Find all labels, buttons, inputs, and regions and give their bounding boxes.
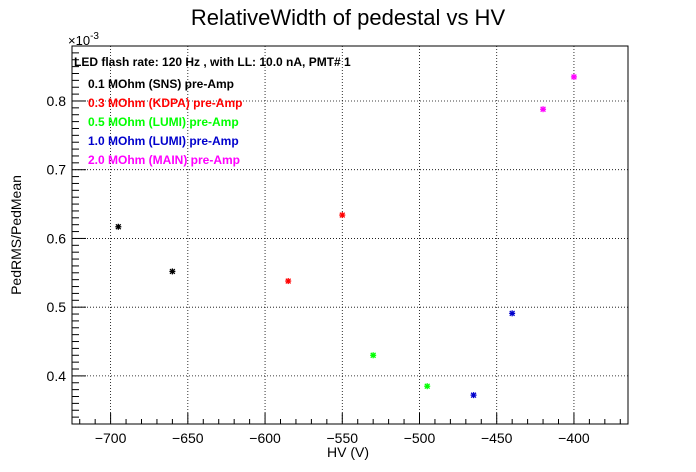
x-tick-label: −500 bbox=[404, 430, 436, 446]
y-tick-label: 0.5 bbox=[47, 299, 67, 315]
plot-frame bbox=[71, 45, 629, 425]
x-tick-label: −550 bbox=[327, 430, 359, 446]
x-tick-label: −650 bbox=[172, 430, 204, 446]
x-tick-label: −600 bbox=[249, 430, 281, 446]
marker-stroke bbox=[115, 223, 122, 230]
x-tick-labels: −700 −650 −600 −550 −500 −450 −400 bbox=[95, 430, 590, 446]
y-axis-label: PedRMS/PedMean bbox=[8, 175, 24, 295]
y-tick-label: 0.7 bbox=[47, 162, 67, 178]
data-point bbox=[470, 392, 477, 399]
chart-title: RelativeWidth of pedestal vs HV bbox=[191, 5, 506, 30]
marker-stroke bbox=[370, 352, 377, 359]
data-point bbox=[424, 383, 431, 390]
data-point bbox=[339, 212, 346, 219]
x-tick-label: −450 bbox=[481, 430, 513, 446]
data-point bbox=[169, 268, 176, 275]
x-tick-label: −400 bbox=[558, 430, 590, 446]
y-exponent-base: ×10 bbox=[68, 33, 90, 48]
data-point bbox=[370, 352, 377, 359]
data-point bbox=[540, 106, 547, 113]
y-tick-label: 0.4 bbox=[47, 368, 67, 384]
x-tick-label: −700 bbox=[95, 430, 127, 446]
data-point bbox=[509, 310, 516, 317]
marker-stroke bbox=[169, 268, 176, 275]
marker-stroke bbox=[339, 212, 346, 218]
marker-stroke bbox=[424, 383, 431, 390]
legend-entry: 1.0 MOhm (LUMI) pre-Amp bbox=[88, 134, 239, 148]
legend-entry: 0.1 MOhm (SNS) pre-Amp bbox=[88, 77, 234, 91]
marker-stroke bbox=[285, 278, 292, 284]
data-point bbox=[115, 223, 122, 230]
legend-header: LED flash rate: 120 Hz , with LL: 10.0 n… bbox=[74, 55, 351, 69]
data-point bbox=[570, 73, 577, 80]
data-points bbox=[115, 73, 577, 399]
y-tick-label: 0.8 bbox=[47, 93, 67, 109]
legend-entry: 0.3 MOhm (KDPA) pre-Amp bbox=[88, 96, 242, 110]
marker-stroke bbox=[540, 106, 546, 113]
y-exponent-power: -3 bbox=[90, 31, 99, 42]
grid bbox=[72, 46, 628, 424]
y-exponent-label: ×10-3 bbox=[68, 31, 99, 48]
y-tick-label: 0.6 bbox=[47, 230, 67, 246]
data-point bbox=[285, 278, 292, 285]
y-tick-labels: 0.4 0.5 0.6 0.7 0.8 bbox=[47, 93, 67, 384]
axis-ticks bbox=[72, 52, 621, 424]
x-axis-label: HV (V) bbox=[327, 444, 369, 460]
legend: 0.1 MOhm (SNS) pre-Amp 0.3 MOhm (KDPA) pr… bbox=[88, 77, 242, 167]
marker-stroke bbox=[571, 74, 577, 80]
marker-stroke bbox=[470, 392, 477, 398]
legend-entry: 0.5 MOhm (LUMI) pre-Amp bbox=[88, 115, 239, 129]
legend-entry: 2.0 MOhm (MAIN) pre-Amp bbox=[88, 153, 240, 167]
marker-stroke bbox=[509, 310, 516, 317]
